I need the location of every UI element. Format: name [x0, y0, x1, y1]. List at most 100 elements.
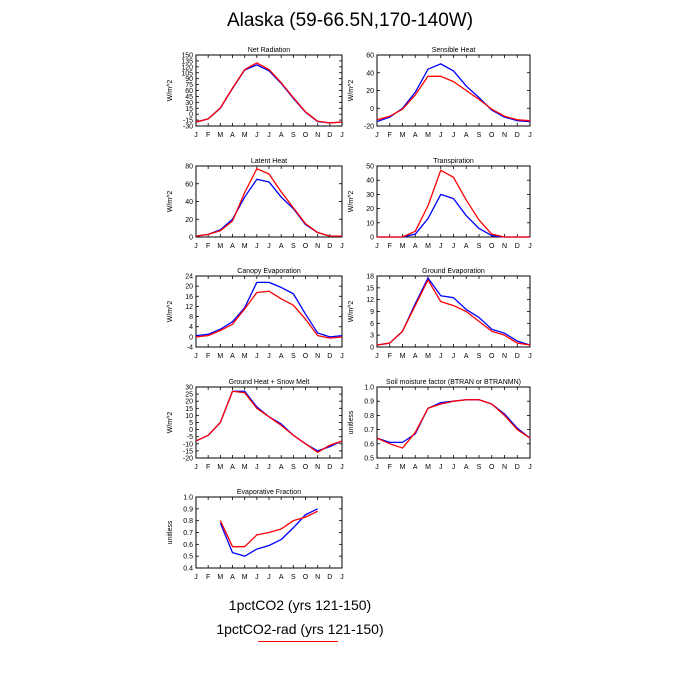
- x-tick-label: M: [217, 132, 223, 139]
- y-tick-label: 20: [366, 206, 374, 213]
- y-tick-label: 20: [185, 284, 193, 291]
- y-tick-label: 25: [185, 392, 193, 399]
- y-tick-label: 60: [185, 181, 193, 188]
- y-tick-label: 18: [366, 274, 374, 281]
- y-tick-label: 50: [366, 164, 374, 171]
- x-tick-label: J: [439, 243, 443, 250]
- x-tick-label: J: [340, 464, 344, 471]
- y-tick-label: 80: [185, 164, 193, 171]
- x-tick-label: F: [388, 243, 392, 250]
- series-1pctco2-rad-line: [219, 510, 318, 548]
- x-tick-label: J: [375, 464, 379, 471]
- y-tick-label: 12: [185, 304, 193, 311]
- x-tick-label: S: [291, 574, 296, 581]
- y-tick-label: 105: [181, 70, 193, 77]
- x-tick-label: A: [413, 353, 418, 360]
- x-tick-label: J: [267, 243, 271, 250]
- series-1pctco2-line: [376, 63, 531, 123]
- x-tick-label: M: [425, 464, 431, 471]
- panel-title: Net Radiation: [248, 47, 291, 54]
- y-tick-label: 20: [366, 88, 374, 95]
- y-axis-label: W/m^2: [348, 80, 355, 102]
- x-tick-label: D: [327, 353, 332, 360]
- x-tick-label: A: [464, 243, 469, 250]
- legend-entry-1pctco2: 1pctCO2 (yrs 121-150): [228, 597, 372, 613]
- y-tick-label: 0: [370, 235, 374, 242]
- x-tick-label: J: [340, 353, 344, 360]
- x-tick-label: J: [439, 353, 443, 360]
- x-tick-label: N: [315, 132, 320, 139]
- x-tick-label: A: [413, 464, 418, 471]
- y-tick-label: 0.5: [364, 456, 374, 463]
- y-axis-label: W/m^2: [167, 412, 174, 434]
- x-tick-label: J: [267, 353, 271, 360]
- x-tick-label: J: [340, 243, 344, 250]
- series-1pctco2-line: [195, 178, 342, 237]
- x-tick-label: N: [502, 132, 507, 139]
- y-tick-label: 0: [189, 334, 193, 341]
- legend-line-red: [258, 641, 338, 642]
- series-1pctco2-rad-line: [376, 279, 531, 346]
- y-tick-label: 0.8: [183, 518, 193, 525]
- panel-title: Ground Heat + Snow Melt: [229, 379, 310, 386]
- x-tick-label: N: [502, 353, 507, 360]
- panel-title: Sensible Heat: [432, 47, 476, 54]
- x-tick-label: J: [255, 243, 259, 250]
- x-tick-label: J: [267, 464, 271, 471]
- x-tick-label: J: [255, 132, 259, 139]
- x-tick-label: S: [291, 132, 296, 139]
- y-tick-label: 24: [185, 274, 193, 281]
- series-1pctco2-line: [376, 399, 531, 444]
- x-tick-label: S: [291, 353, 296, 360]
- x-tick-label: A: [279, 574, 284, 581]
- y-tick-label: 0.6: [183, 542, 193, 549]
- y-tick-label: 0: [189, 112, 193, 119]
- panel-title: Canopy Evaporation: [237, 268, 301, 275]
- y-tick-label: 60: [185, 88, 193, 95]
- y-tick-label: 0.6: [364, 441, 374, 448]
- legend-entry-1pctco2-rad: 1pctCO2-rad (yrs 121-150): [216, 621, 384, 637]
- x-tick-label: F: [206, 132, 210, 139]
- x-tick-label: F: [206, 464, 210, 471]
- y-tick-label: 10: [185, 413, 193, 420]
- x-tick-label: O: [489, 353, 495, 360]
- y-tick-label: 0: [370, 106, 374, 113]
- series-1pctco2-rad-line: [195, 290, 343, 339]
- series-1pctco2-line: [195, 64, 343, 124]
- panel-title: Latent Heat: [251, 158, 287, 165]
- x-tick-label: J: [528, 353, 532, 360]
- panel-title: Soil moisture factor (BTRAN or BTRANMN): [386, 379, 521, 386]
- panel-title: Ground Evaporation: [422, 268, 485, 275]
- x-tick-label: M: [242, 132, 248, 139]
- plot-frame: [195, 386, 343, 459]
- x-tick-label: S: [477, 132, 482, 139]
- x-tick-label: F: [388, 132, 392, 139]
- x-tick-label: A: [230, 574, 235, 581]
- series-1pctco2-line: [377, 193, 530, 238]
- x-tick-label: J: [255, 464, 259, 471]
- y-tick-label: 0.7: [364, 427, 374, 434]
- x-tick-label: M: [425, 353, 431, 360]
- series-1pctco2-rad-line: [195, 62, 343, 124]
- y-tick-label: -15: [183, 118, 193, 125]
- x-tick-label: A: [230, 353, 235, 360]
- x-tick-label: M: [217, 353, 223, 360]
- x-tick-label: J: [528, 464, 532, 471]
- x-tick-label: J: [194, 574, 198, 581]
- x-tick-label: O: [303, 574, 309, 581]
- y-tick-label: -4: [187, 345, 193, 352]
- y-tick-label: 0.9: [183, 506, 193, 513]
- x-tick-label: S: [291, 464, 296, 471]
- x-tick-label: N: [315, 353, 320, 360]
- x-tick-label: N: [502, 243, 507, 250]
- y-tick-label: 0.5: [183, 554, 193, 561]
- y-tick-label: 1.0: [364, 385, 374, 392]
- x-tick-label: M: [242, 353, 248, 360]
- series-1pctco2-rad-line: [195, 168, 342, 237]
- y-tick-label: 120: [181, 64, 193, 71]
- x-tick-label: J: [267, 132, 271, 139]
